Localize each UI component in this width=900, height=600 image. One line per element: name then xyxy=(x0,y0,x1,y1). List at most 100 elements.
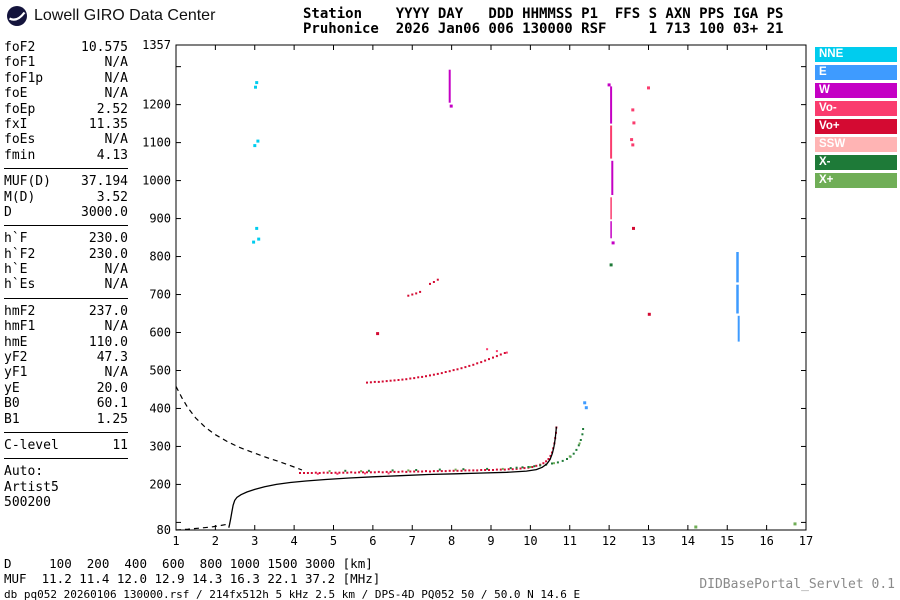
echo-dot xyxy=(583,401,587,405)
x-tick-label: 9 xyxy=(487,534,494,548)
x-tick-label: 7 xyxy=(409,534,416,548)
parameter-value: 230.0 xyxy=(88,231,128,247)
panel-divider xyxy=(4,168,128,170)
parameter-value: N/A xyxy=(104,319,128,335)
x-tick-label: 8 xyxy=(448,534,455,548)
echo-dot xyxy=(632,121,636,125)
parameter-label: h`Es xyxy=(4,277,36,293)
plot-border xyxy=(175,44,807,531)
parameter-value: N/A xyxy=(104,55,128,71)
x-tick-label: 2 xyxy=(212,534,219,548)
echo-dot xyxy=(376,332,380,336)
trace-extrapolation-e-dashed xyxy=(175,523,228,531)
echo-dot xyxy=(609,263,613,267)
autoscaler-line: Artist5 xyxy=(4,479,59,495)
parameter-value: 1.25 xyxy=(96,411,128,427)
parameter-B1: B1 1.25 xyxy=(4,412,128,427)
legend-item-X+: X+ xyxy=(815,173,897,188)
y-tick-label: 300 xyxy=(149,439,171,453)
parameter-foF2: foF2 10.575 xyxy=(4,40,128,55)
parameter-label: hmF2 xyxy=(4,303,36,319)
muf-values-row: MUF 11.2 11.4 12.0 12.9 14.3 16.3 22.1 3… xyxy=(4,571,381,586)
station-values-row: Pruhonice 2026 Jan06 006 130000 RSF 1 71… xyxy=(303,21,784,37)
y-tick-label: 1357 xyxy=(142,38,171,52)
echo-dots xyxy=(252,81,797,529)
panel-divider xyxy=(4,458,128,460)
parameter-value: 110.0 xyxy=(88,334,128,350)
parameter-foEp: foEp 2.52 xyxy=(4,102,128,117)
legend-item-E: E xyxy=(815,65,897,80)
echo-dot xyxy=(253,144,257,148)
legend-item-Vo+: Vo+ xyxy=(815,119,897,134)
parameter-fxI: fxI 11.35 xyxy=(4,117,128,132)
parameter-label: M(D) xyxy=(4,189,36,205)
parameter-value: 3000.0 xyxy=(81,204,128,220)
x-tick-label: 14 xyxy=(681,534,695,548)
parameter-yF1: yF1 N/A xyxy=(4,365,128,380)
parameter-value: 4.13 xyxy=(96,147,128,163)
parameter-label: foEp xyxy=(4,101,36,117)
y-tick-label: 600 xyxy=(149,326,171,340)
echo-dot xyxy=(255,226,259,230)
parameter-value: 2.52 xyxy=(96,101,128,117)
echo-dot xyxy=(254,85,257,89)
echo-dot xyxy=(647,312,651,316)
echo-dot xyxy=(611,241,615,245)
parameter-foF1: foF1 N/A xyxy=(4,55,128,70)
y-tick-label: 1000 xyxy=(142,174,171,188)
x-tick-label: 5 xyxy=(330,534,337,548)
parameter-label: foF1 xyxy=(4,55,36,71)
station-header: Station YYYY DAY DDD HHMMSS P1 FFS S AXN… xyxy=(303,7,783,37)
parameter-MUF(D): MUF(D) 37.194 xyxy=(4,174,128,189)
parameter-foE: foE N/A xyxy=(4,86,128,101)
echo-dot xyxy=(257,237,261,241)
trace-o-trace-first-order xyxy=(299,426,558,474)
parameter-label: h`E xyxy=(4,262,28,278)
parameter-label: C-level xyxy=(4,437,59,453)
y-tick-label: 500 xyxy=(149,363,171,377)
parameter-foF1p: foF1p N/A xyxy=(4,71,128,86)
parameter-panel: foF2 10.575 foF1 N/A foF1p N/A foE N/A foEp 2.52 f… xyxy=(4,40,128,511)
muf-distance-row: D 100 200 400 600 800 1000 1500 3000 [km… xyxy=(4,556,373,571)
parameter-C-level: C-level 11 xyxy=(4,438,128,453)
y-axis: 1357 1200 1100 1000 900 800 700 600 500 400 300 200… xyxy=(142,38,806,537)
y-tick-label: 1200 xyxy=(142,98,171,112)
trace-x-trace xyxy=(344,428,585,472)
x-tick-label: 4 xyxy=(291,534,298,548)
y-tick-label: 700 xyxy=(149,288,171,302)
station-header-row: Station YYYY DAY DDD HHMMSS P1 FFS S AXN… xyxy=(303,6,784,22)
x-tick-label: 1 xyxy=(172,534,179,548)
parameter-value: 230.0 xyxy=(88,246,128,262)
panel-divider xyxy=(4,297,128,299)
x-axis: 1 2 3 4 5 6 7 8 9 10 11 12 13 14 15 16 17 xyxy=(172,45,813,548)
trace-extrapolation-f-dashed xyxy=(175,386,303,471)
parameter-yE: yE 20.0 xyxy=(4,381,128,396)
parameter-label: MUF(D) xyxy=(4,174,51,190)
echo-dot xyxy=(632,226,635,230)
parameter-label: yF2 xyxy=(4,350,28,366)
echo-dot xyxy=(631,108,635,112)
echo-dot xyxy=(793,522,797,526)
x-tick-label: 3 xyxy=(251,534,258,548)
legend-item-W: W xyxy=(815,83,897,98)
parameter-D: D 3000.0 xyxy=(4,205,128,220)
trace-o-trace-pink xyxy=(316,348,508,475)
x-tick-label: 12 xyxy=(602,534,616,548)
trace-second-order-echo xyxy=(366,352,506,384)
y-tick-label: 900 xyxy=(149,212,171,226)
autoscaler-line: Auto: xyxy=(4,464,44,480)
legend-item-X-: X- xyxy=(815,155,897,170)
parameter-value: 3.52 xyxy=(96,189,128,205)
echo-dot xyxy=(256,139,260,143)
echo-dot xyxy=(255,81,259,85)
parameter-fmin: fmin 4.13 xyxy=(4,148,128,163)
parameter-h`Es: h`Es N/A xyxy=(4,277,128,292)
parameter-h`F: h`F 230.0 xyxy=(4,231,128,246)
parameter-foEs: foEs N/A xyxy=(4,132,128,147)
panel-divider xyxy=(4,431,128,433)
echo-dot xyxy=(584,406,588,410)
autoscaler-line: 500200 xyxy=(4,495,51,511)
parameter-value: 11 xyxy=(112,437,128,453)
file-info-line: db pq052 20260106 130000.rsf / 214fx512h… xyxy=(4,588,581,600)
panel-divider xyxy=(4,225,128,227)
